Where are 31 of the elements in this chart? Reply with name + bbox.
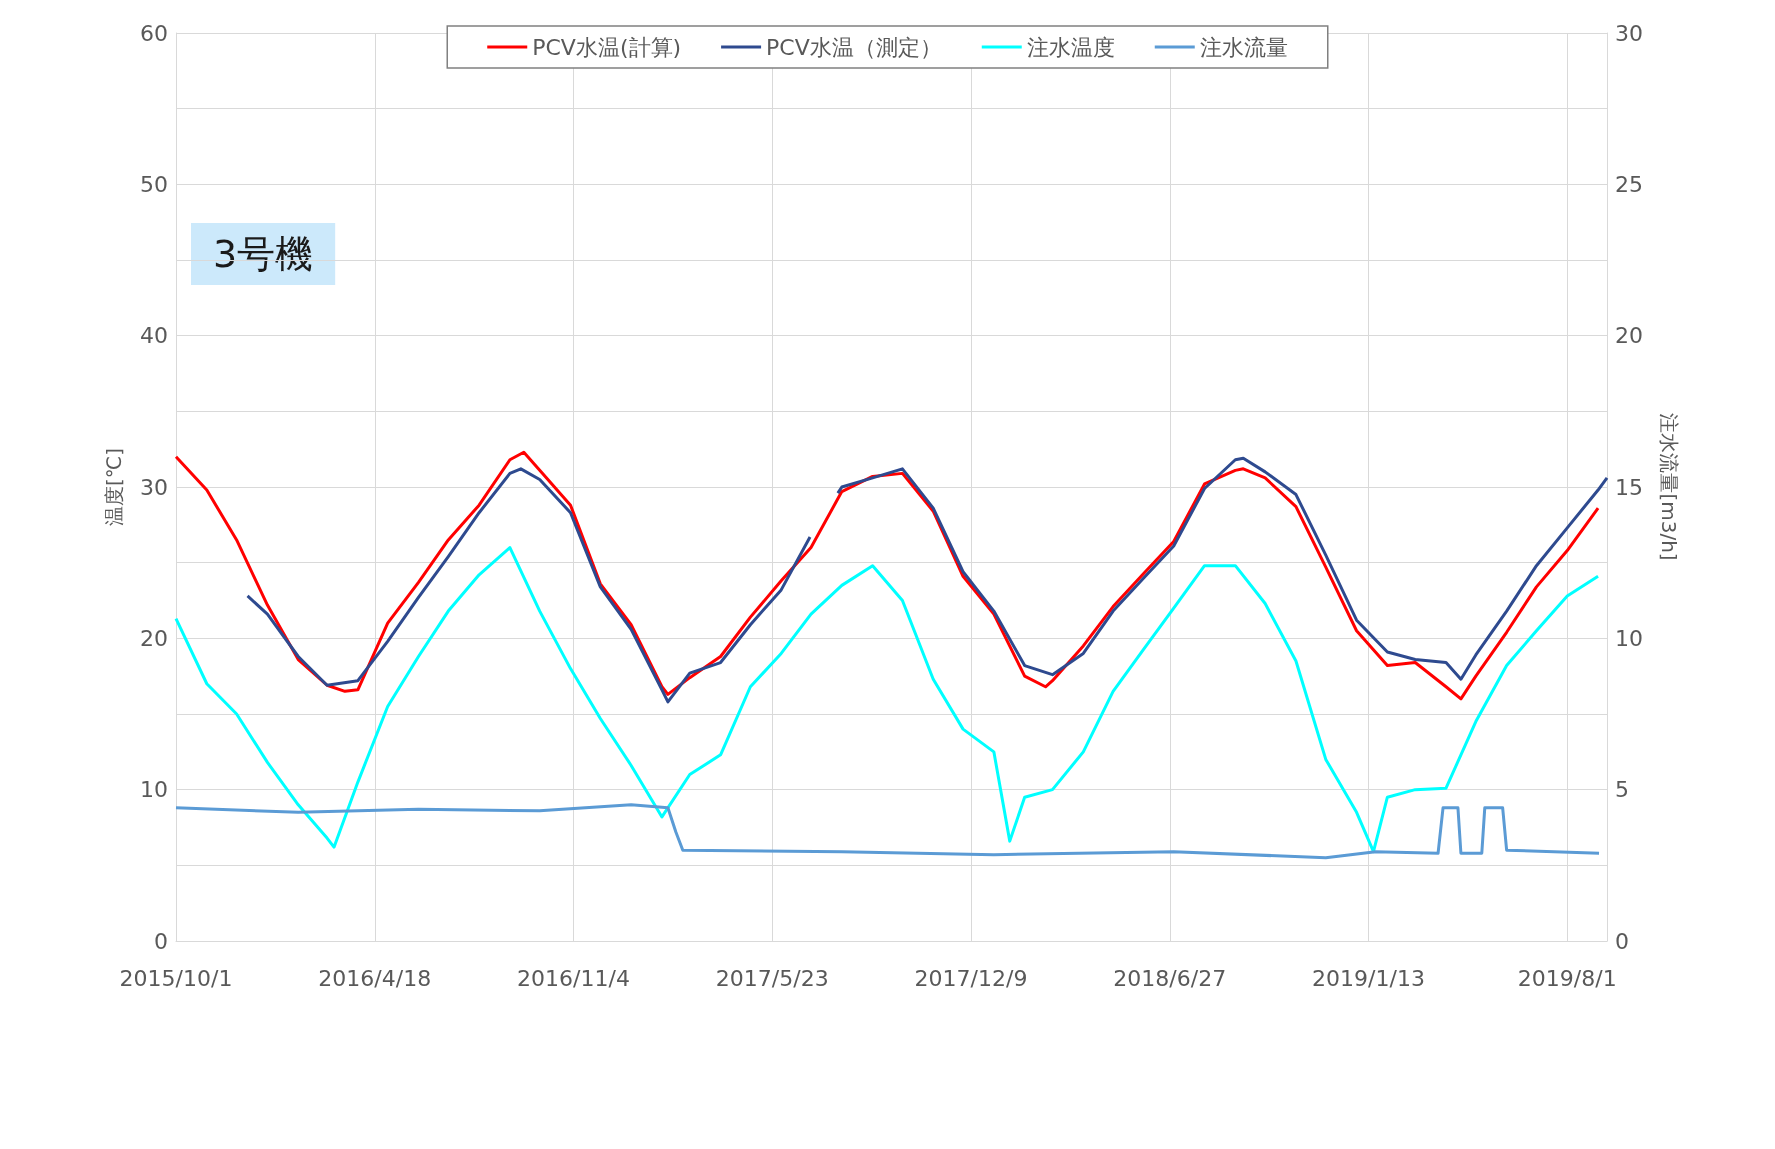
x-tick-label: 2019/8/1 — [1517, 965, 1617, 991]
x-tick-label: 2016/4/18 — [318, 965, 432, 991]
x-tick-label: 2018/6/27 — [1113, 965, 1227, 991]
x-tick-label: 2017/12/9 — [914, 965, 1028, 991]
x-tick-label: 2019/1/13 — [1312, 965, 1425, 991]
y-tick-label: 30 — [140, 474, 168, 500]
annotation: 3号機 — [213, 232, 314, 276]
line-series — [174, 546, 1600, 854]
y-tick-label: 20 — [140, 625, 168, 651]
y-tick-label: 40 — [140, 323, 168, 349]
x-tick-label: 2016/11/4 — [517, 965, 630, 991]
y2-tick-label: 15 — [1615, 474, 1643, 500]
y2-axis-title: 注水流量[m3/h] — [1657, 413, 1681, 561]
y-tick-label: 60 — [140, 20, 168, 46]
y-tick-label: 10 — [140, 777, 168, 803]
y2-tick-label: 5 — [1615, 777, 1629, 803]
y2-tick-label: 0 — [1615, 928, 1629, 954]
legend-label: PCV水温(計算) — [532, 34, 682, 60]
y2-tick-label: 20 — [1615, 323, 1643, 349]
x-tick-label: 2017/5/23 — [715, 965, 829, 991]
x-tick-label: 2015/10/1 — [119, 965, 233, 991]
line-series — [174, 803, 1601, 860]
y-axis-title: 温度[℃] — [102, 447, 126, 527]
legend-label: 注水流量 — [1199, 34, 1288, 60]
legend-label: PCV水温（測定） — [766, 34, 942, 60]
y2-tick-label: 10 — [1615, 625, 1643, 651]
legend-label: 注水温度 — [1026, 34, 1115, 60]
y2-tick-label: 25 — [1615, 171, 1643, 197]
y-tick-label: 50 — [140, 171, 168, 197]
y2-tick-label: 30 — [1615, 20, 1643, 46]
y-tick-label: 0 — [154, 928, 168, 954]
